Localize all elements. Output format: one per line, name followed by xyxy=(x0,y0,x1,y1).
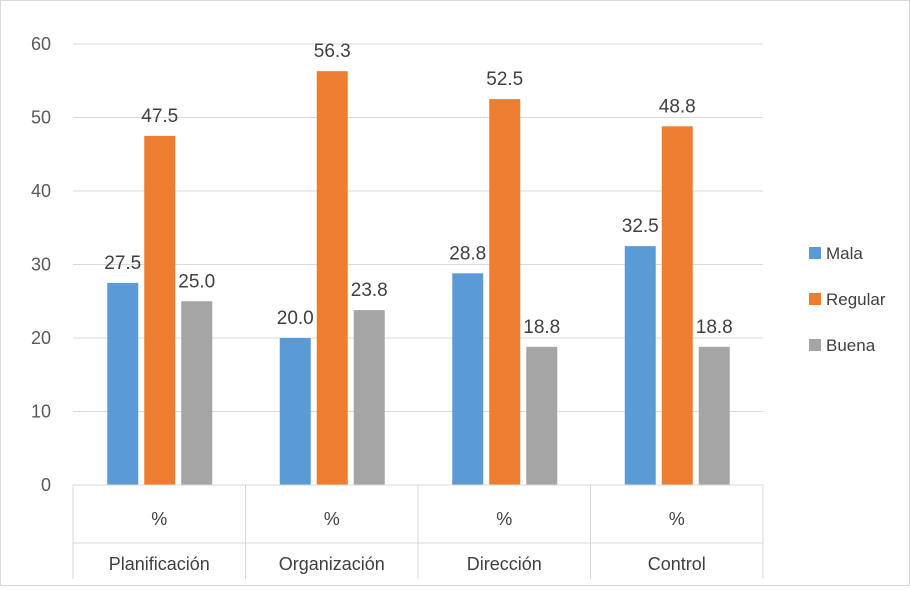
data-label: 47.5 xyxy=(141,106,178,127)
y-tick-label: 20 xyxy=(31,328,51,348)
legend: Mala Regular Buena xyxy=(809,244,886,355)
data-label: 25.0 xyxy=(178,271,215,292)
legend-label: Buena xyxy=(826,336,876,355)
category-label: Dirección xyxy=(467,554,542,574)
legend-label: Mala xyxy=(826,244,863,263)
data-label: 32.5 xyxy=(622,216,659,237)
data-label: 18.8 xyxy=(696,317,733,338)
legend-swatch-regular xyxy=(809,293,821,305)
category-unit-label: % xyxy=(324,509,340,529)
category-label: Organización xyxy=(279,554,385,574)
data-label: 20.0 xyxy=(277,308,314,329)
bar-mala-3 xyxy=(624,246,656,485)
bar-regular-3 xyxy=(661,126,693,485)
bar-regular-2 xyxy=(489,99,521,485)
category-unit-label: % xyxy=(669,509,685,529)
data-label: 27.5 xyxy=(104,253,141,274)
bar-regular-1 xyxy=(316,71,348,485)
category-label: Planificación xyxy=(109,554,210,574)
bar-regular-0 xyxy=(144,135,176,485)
legend-label: Regular xyxy=(826,290,886,309)
bar-mala-1 xyxy=(279,338,311,485)
category-unit-label: % xyxy=(151,509,167,529)
bars xyxy=(107,71,730,485)
data-label: 18.8 xyxy=(523,317,560,338)
bar-buena-3 xyxy=(698,346,730,485)
y-tick-label: 0 xyxy=(41,475,51,495)
y-tick-label: 60 xyxy=(31,34,51,54)
y-tick-label: 30 xyxy=(31,255,51,275)
data-label: 56.3 xyxy=(314,41,351,62)
data-label: 28.8 xyxy=(449,243,486,264)
bar-buena-1 xyxy=(353,310,385,485)
legend-swatch-buena xyxy=(809,339,821,351)
data-label: 52.5 xyxy=(486,69,523,90)
y-tick-label: 40 xyxy=(31,181,51,201)
category-unit-label: % xyxy=(496,509,512,529)
data-label: 23.8 xyxy=(351,280,388,301)
y-tick-label: 10 xyxy=(31,402,51,422)
category-label: Control xyxy=(648,554,706,574)
legend-swatch-mala xyxy=(809,247,821,259)
bar-mala-0 xyxy=(107,282,139,485)
y-tick-label: 50 xyxy=(31,108,51,128)
bar-mala-2 xyxy=(452,273,484,485)
bar-buena-0 xyxy=(181,301,213,485)
bar-buena-2 xyxy=(526,346,558,485)
data-label: 48.8 xyxy=(659,96,696,117)
x-axis: % Planificación% Organización% Dirección% Co… xyxy=(72,484,764,579)
data-labels: 27.5 20.0 28.8 32.5 47.5 56.3 52.5 48.8 25.0 23.8… xyxy=(104,41,732,338)
y-axis: 0 10 20 30 40 50 60 xyxy=(31,34,51,495)
